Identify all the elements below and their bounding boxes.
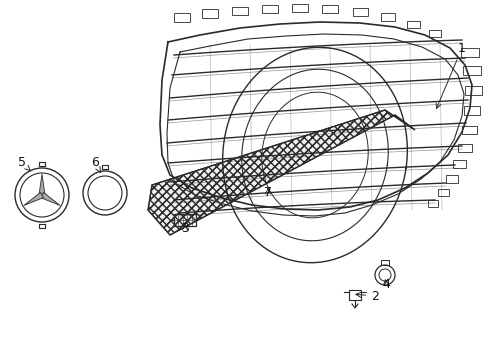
- Bar: [174, 214, 196, 226]
- Bar: [463, 106, 479, 115]
- Bar: [262, 5, 278, 13]
- Polygon shape: [41, 192, 60, 206]
- Bar: [461, 126, 476, 134]
- Bar: [462, 66, 480, 75]
- Text: 4: 4: [381, 279, 389, 292]
- Text: 5: 5: [18, 157, 31, 171]
- Bar: [464, 86, 481, 95]
- Text: 6: 6: [91, 157, 101, 172]
- Bar: [457, 144, 471, 152]
- Text: 7: 7: [264, 185, 271, 198]
- Bar: [291, 4, 307, 12]
- Bar: [380, 260, 388, 265]
- Text: 3: 3: [181, 221, 188, 234]
- Bar: [352, 8, 367, 16]
- Text: 2: 2: [355, 289, 378, 302]
- Bar: [174, 13, 190, 22]
- Polygon shape: [39, 174, 45, 195]
- Bar: [445, 175, 457, 183]
- Bar: [231, 7, 247, 15]
- Bar: [202, 9, 218, 18]
- Bar: [428, 30, 440, 37]
- Bar: [460, 48, 478, 57]
- Bar: [437, 189, 448, 196]
- Bar: [427, 200, 437, 207]
- Text: 1: 1: [435, 41, 465, 108]
- Polygon shape: [24, 192, 43, 206]
- Bar: [380, 13, 394, 21]
- Bar: [321, 5, 337, 13]
- Bar: [406, 21, 419, 28]
- Bar: [452, 160, 465, 168]
- Polygon shape: [148, 110, 414, 235]
- Bar: [348, 290, 360, 300]
